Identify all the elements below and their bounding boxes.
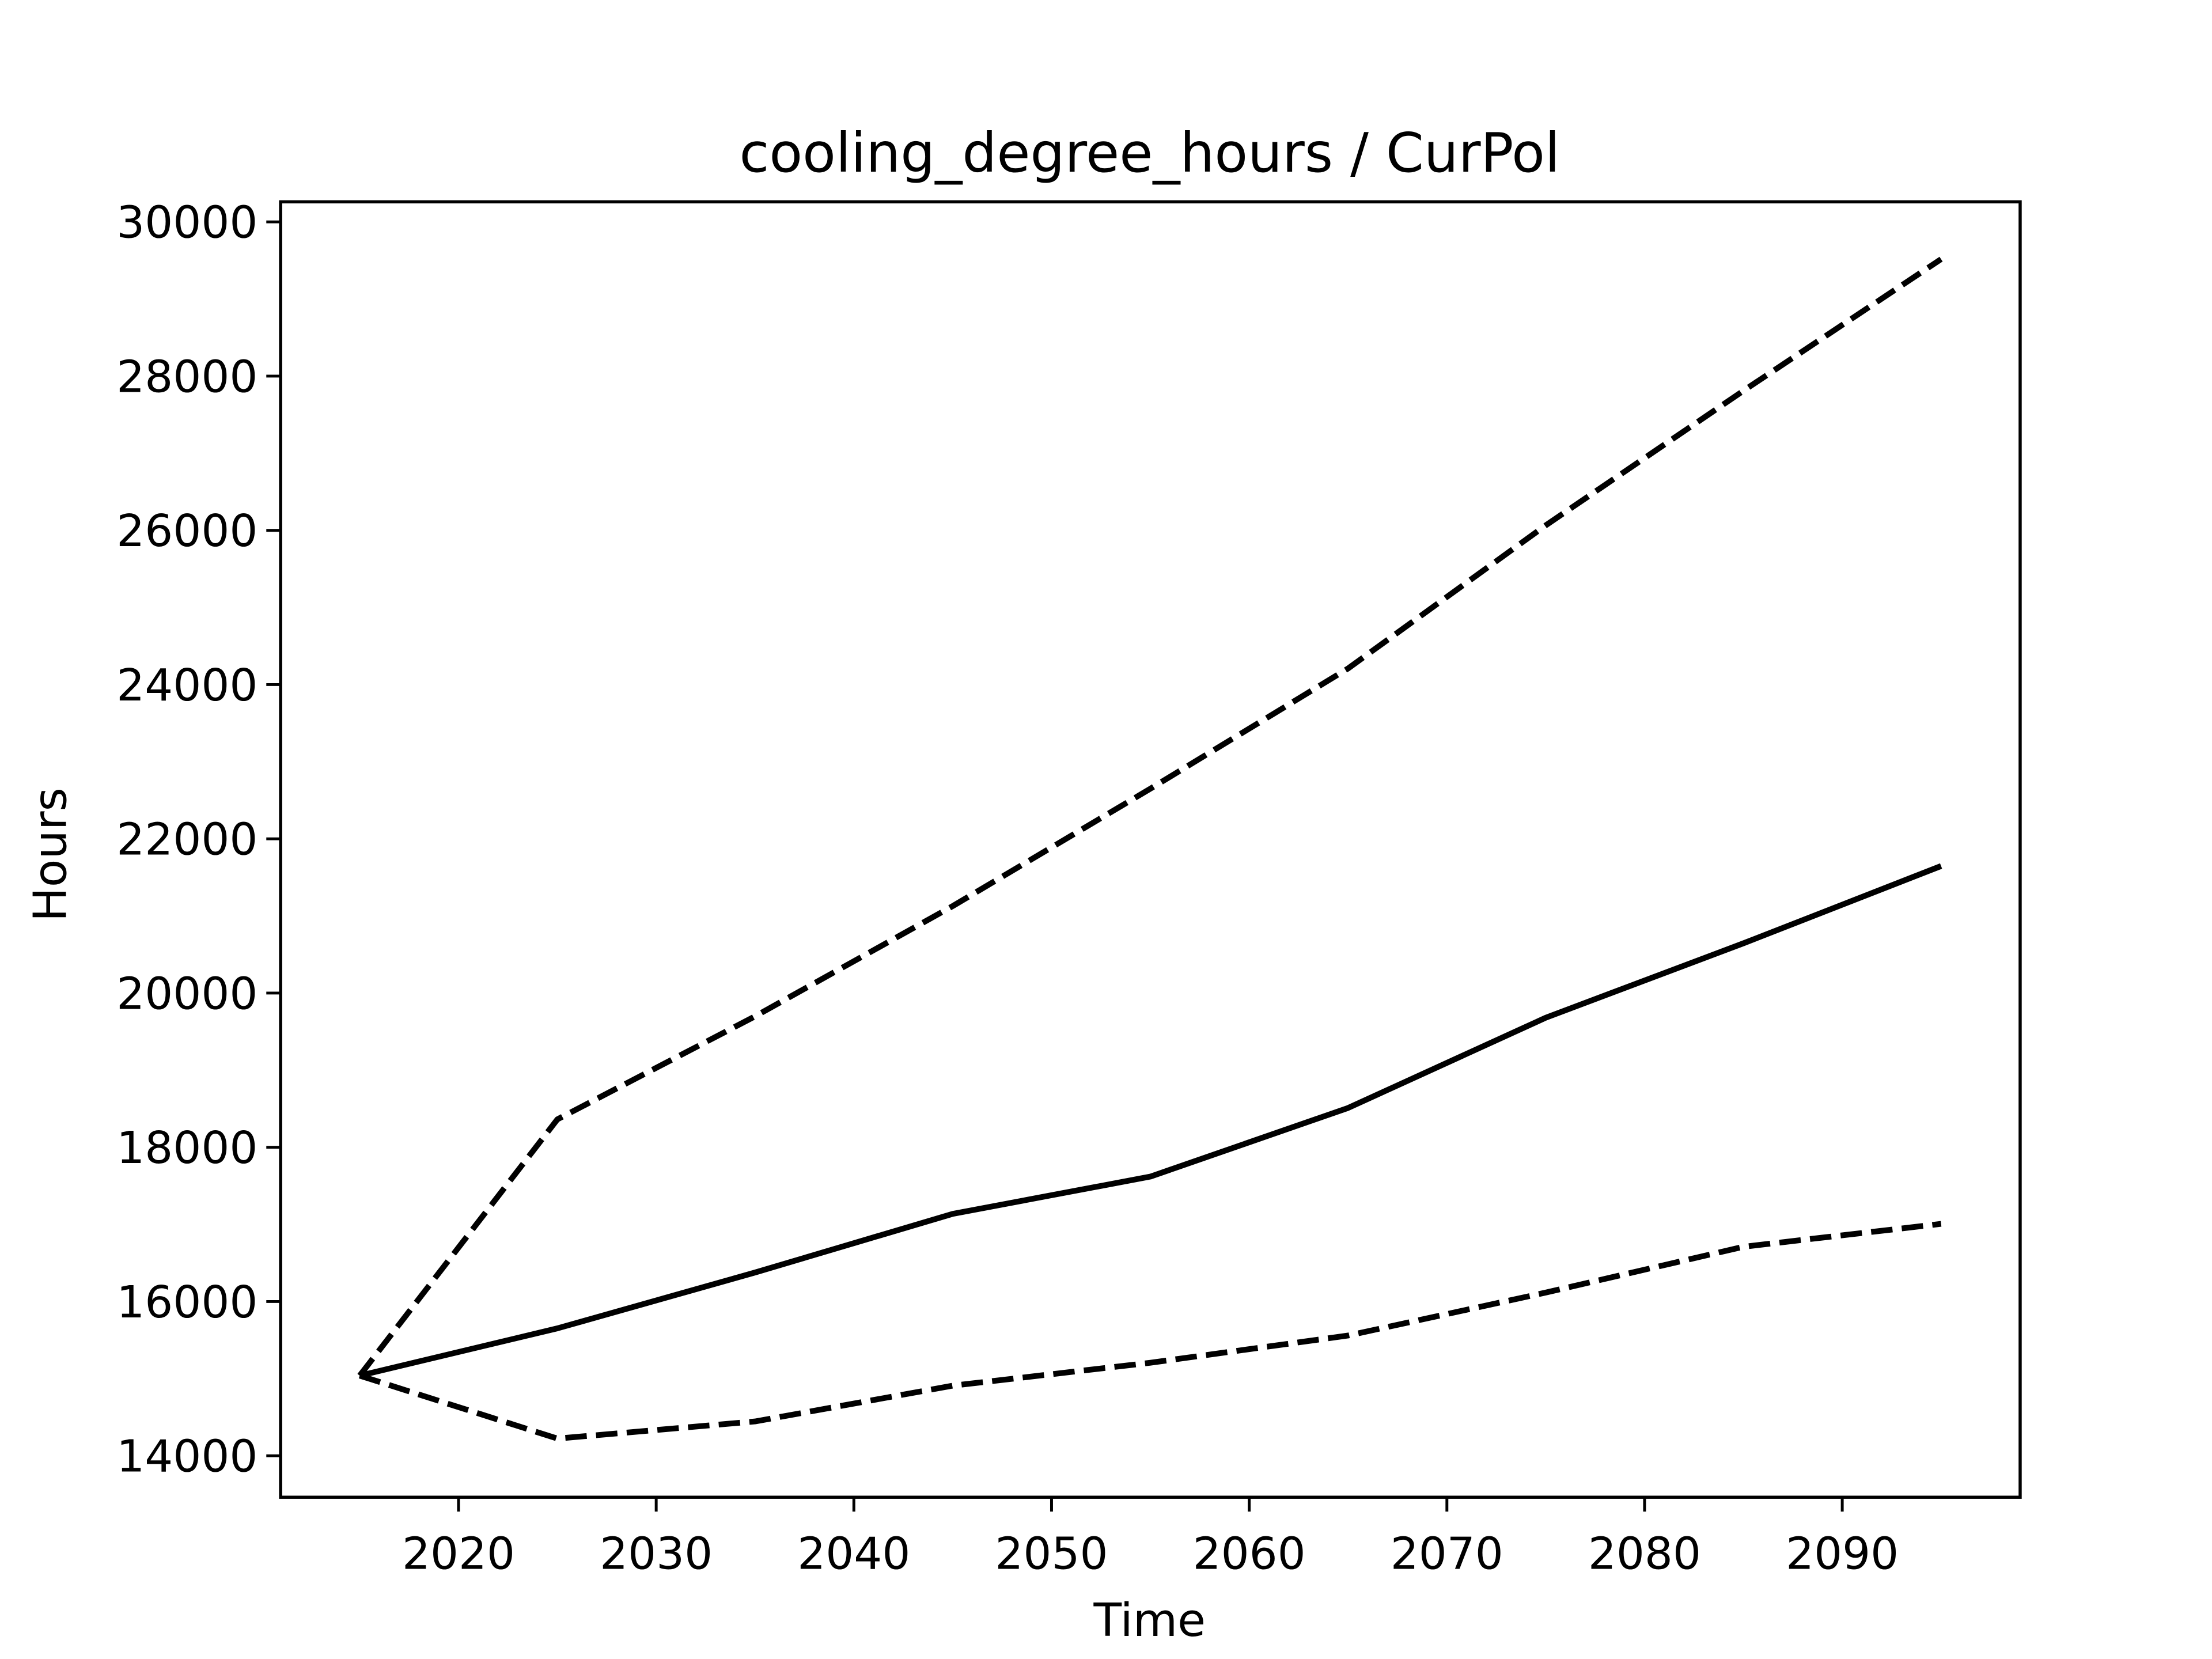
line-series <box>359 863 1942 1378</box>
plot-frame <box>279 200 2022 1499</box>
x-tick-label: 2070 <box>1391 1528 1503 1580</box>
y-tick-label: 26000 <box>116 505 257 557</box>
line-series <box>357 256 1943 1378</box>
chart-title: cooling_degree_hours / CurPol <box>739 122 1560 185</box>
y-tick-label: 16000 <box>116 1277 257 1328</box>
x-tick-label: 2040 <box>797 1528 910 1580</box>
x-tick-label: 2020 <box>402 1528 515 1580</box>
y-tick-label: 28000 <box>116 351 257 403</box>
x-tick-label: 2050 <box>995 1528 1108 1580</box>
y-axis-label: Hours <box>23 787 77 922</box>
x-tick-label: 2030 <box>600 1528 713 1580</box>
x-tick-label: 2080 <box>1588 1528 1701 1580</box>
y-tick-label: 14000 <box>116 1431 257 1483</box>
y-tick-label: 20000 <box>116 968 257 1020</box>
line-series <box>358 1221 1942 1442</box>
x-tick-label: 2090 <box>1786 1528 1899 1580</box>
y-tick-label: 22000 <box>116 814 257 866</box>
y-tick-label: 30000 <box>116 197 257 249</box>
x-axis-label: Time <box>1093 1593 1206 1647</box>
y-tick-label: 18000 <box>116 1122 257 1174</box>
x-tick-label: 2060 <box>1193 1528 1306 1580</box>
y-tick-label: 24000 <box>116 660 257 711</box>
